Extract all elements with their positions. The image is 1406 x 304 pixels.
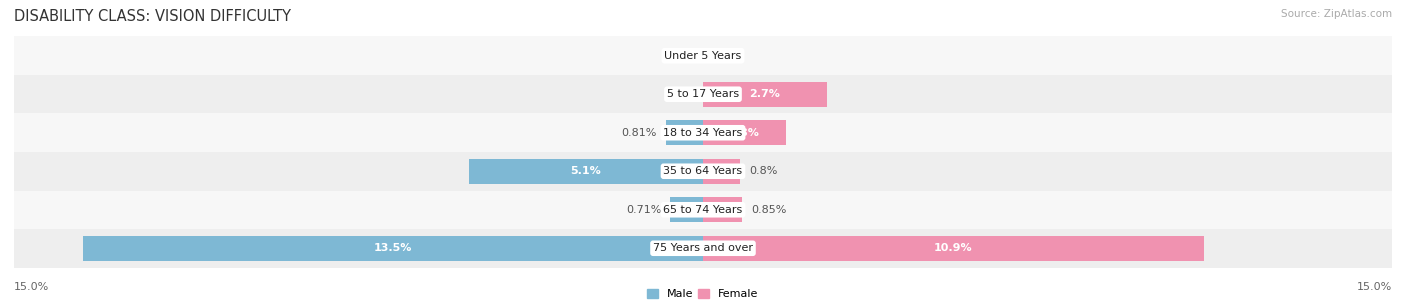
Text: 65 to 74 Years: 65 to 74 Years [664, 205, 742, 215]
Text: 0.71%: 0.71% [626, 205, 661, 215]
Text: 15.0%: 15.0% [1357, 282, 1392, 292]
Bar [671, 197, 703, 222]
Bar [666, 120, 703, 145]
Text: 13.5%: 13.5% [374, 243, 412, 253]
Text: 10.9%: 10.9% [934, 243, 973, 253]
Text: 5 to 17 Years: 5 to 17 Years [666, 89, 740, 99]
Text: 0.0%: 0.0% [665, 89, 693, 99]
Text: 2.7%: 2.7% [749, 89, 780, 99]
Text: DISABILITY CLASS: VISION DIFFICULTY: DISABILITY CLASS: VISION DIFFICULTY [14, 9, 291, 24]
Text: 75 Years and over: 75 Years and over [652, 243, 754, 253]
Bar [703, 159, 740, 184]
Bar [468, 159, 703, 184]
Legend: Male, Female: Male, Female [643, 284, 763, 304]
Text: 35 to 64 Years: 35 to 64 Years [664, 166, 742, 176]
Text: Source: ZipAtlas.com: Source: ZipAtlas.com [1281, 9, 1392, 19]
Text: 18 to 34 Years: 18 to 34 Years [664, 128, 742, 138]
Text: Under 5 Years: Under 5 Years [665, 51, 741, 61]
Bar [14, 229, 1392, 268]
Bar [703, 82, 827, 107]
Bar [703, 236, 1204, 261]
Bar [14, 191, 1392, 229]
Bar [14, 152, 1392, 191]
Text: 0.0%: 0.0% [713, 51, 741, 61]
Text: 0.0%: 0.0% [665, 51, 693, 61]
Bar [14, 36, 1392, 75]
Bar [14, 113, 1392, 152]
Text: 1.8%: 1.8% [728, 128, 759, 138]
Bar [83, 236, 703, 261]
Bar [703, 120, 786, 145]
Text: 15.0%: 15.0% [14, 282, 49, 292]
Text: 5.1%: 5.1% [571, 166, 602, 176]
Text: 0.8%: 0.8% [749, 166, 778, 176]
Text: 0.85%: 0.85% [751, 205, 786, 215]
Text: 0.81%: 0.81% [621, 128, 657, 138]
Bar [14, 75, 1392, 113]
Bar [703, 197, 742, 222]
